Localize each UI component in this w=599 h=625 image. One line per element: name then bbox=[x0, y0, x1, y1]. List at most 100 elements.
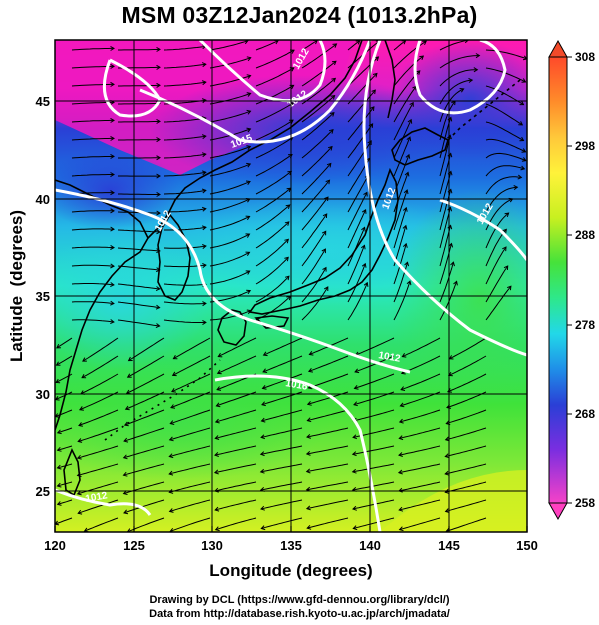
streamline bbox=[448, 355, 487, 376]
streamline bbox=[398, 463, 441, 474]
streamline-arrowhead bbox=[77, 438, 83, 443]
x-tick-label: 130 bbox=[201, 538, 223, 553]
streamline bbox=[81, 355, 119, 379]
streamline-arrowhead bbox=[398, 506, 404, 512]
streamline-arrowhead bbox=[156, 248, 161, 254]
streamline bbox=[446, 517, 487, 532]
streamline-arrowhead bbox=[507, 285, 512, 291]
streamline bbox=[123, 463, 165, 476]
streamline-arrowhead bbox=[56, 464, 62, 470]
streamlines bbox=[55, 40, 536, 532]
streamline bbox=[214, 445, 257, 456]
streamline-arrowhead bbox=[363, 191, 368, 197]
streamline bbox=[209, 233, 250, 249]
streamline-arrowhead bbox=[76, 454, 82, 460]
streamline bbox=[306, 445, 349, 455]
streamline bbox=[301, 179, 330, 213]
coastline-shikoku bbox=[254, 315, 290, 329]
streamline bbox=[171, 373, 211, 393]
streamline bbox=[439, 243, 452, 285]
streamline bbox=[255, 238, 289, 267]
isobar-5 bbox=[214, 374, 382, 532]
streamline-arrowhead bbox=[285, 204, 291, 209]
colorbar-top-arrow bbox=[548, 39, 568, 58]
streamline-arrowhead bbox=[156, 155, 161, 161]
streamline-arrowhead bbox=[169, 420, 175, 425]
streamline-arrowhead bbox=[156, 229, 161, 235]
streamline-arrowhead bbox=[214, 435, 220, 440]
streamline-arrowhead bbox=[532, 352, 536, 356]
streamline-arrowhead bbox=[444, 470, 450, 476]
streamline-arrowhead bbox=[155, 304, 161, 310]
streamline bbox=[301, 129, 334, 159]
streamline bbox=[255, 49, 295, 69]
streamline-arrowhead bbox=[245, 270, 251, 275]
streamline bbox=[172, 355, 211, 376]
streamline bbox=[485, 121, 524, 141]
streamline-arrowhead bbox=[110, 117, 115, 123]
streamline bbox=[306, 481, 349, 491]
streamline bbox=[255, 40, 279, 51]
streamline-arrowhead bbox=[400, 386, 406, 391]
streamline-arrowhead bbox=[261, 401, 266, 407]
streamline-arrowhead bbox=[305, 451, 311, 456]
streamline-arrowhead bbox=[327, 145, 333, 151]
streamline-arrowhead bbox=[171, 371, 177, 377]
streamline-arrowhead bbox=[261, 384, 267, 390]
streamline-arrowhead bbox=[78, 422, 83, 427]
streamline-arrowhead bbox=[77, 509, 83, 515]
streamline-arrowhead bbox=[351, 451, 357, 457]
streamline-arrowhead bbox=[404, 171, 410, 177]
streamline-arrowhead bbox=[260, 417, 266, 423]
streamline bbox=[117, 265, 160, 271]
streamline-arrowhead bbox=[284, 238, 289, 244]
streamline bbox=[163, 301, 206, 305]
streamline bbox=[71, 210, 115, 213]
streamline-arrowhead bbox=[453, 280, 458, 286]
streamline bbox=[163, 81, 206, 87]
coastline-kyushu bbox=[217, 309, 247, 346]
streamline bbox=[301, 43, 337, 69]
streamline-arrowhead bbox=[528, 284, 532, 288]
streamline bbox=[71, 47, 114, 51]
streamline bbox=[398, 481, 441, 492]
streamline bbox=[118, 193, 160, 195]
streamline bbox=[126, 373, 165, 394]
streamline bbox=[56, 337, 73, 349]
streamline bbox=[209, 270, 250, 285]
streamline bbox=[56, 355, 73, 366]
streamline-arrowhead bbox=[156, 118, 161, 124]
streamline bbox=[118, 102, 161, 105]
streamline-arrowhead bbox=[56, 446, 62, 452]
streamline bbox=[77, 481, 119, 495]
cold-blue-region bbox=[150, 75, 450, 185]
streamline-arrowhead bbox=[110, 263, 115, 269]
streamline bbox=[347, 89, 376, 123]
streamline-arrowhead bbox=[305, 505, 311, 511]
streamline bbox=[354, 373, 395, 389]
streamline-arrowhead bbox=[532, 425, 536, 429]
streamline-arrowhead bbox=[155, 323, 161, 329]
streamline-arrowhead bbox=[352, 434, 358, 440]
streamline bbox=[163, 153, 206, 159]
colorbar-tick-label: 308 bbox=[575, 50, 595, 64]
streamline-arrowhead bbox=[245, 251, 251, 256]
streamline bbox=[347, 73, 378, 105]
streamline-arrowhead bbox=[519, 136, 525, 142]
streamline bbox=[485, 176, 522, 195]
streamline-arrowhead bbox=[110, 300, 115, 306]
streamline-arrowhead bbox=[532, 334, 536, 338]
streamline-arrowhead bbox=[284, 221, 290, 226]
green-region-east bbox=[390, 190, 527, 410]
streamline bbox=[355, 337, 395, 356]
streamline bbox=[57, 499, 73, 505]
streamline-arrowhead bbox=[172, 354, 178, 360]
streamline bbox=[169, 499, 211, 512]
streamline-arrowhead bbox=[407, 118, 413, 124]
streamline-arrowhead bbox=[398, 418, 404, 424]
streamline bbox=[485, 285, 512, 321]
streamline-arrowhead bbox=[124, 405, 130, 411]
streamline-arrowhead bbox=[406, 136, 412, 142]
streamline-arrowhead bbox=[330, 94, 336, 100]
streamline bbox=[117, 319, 160, 327]
